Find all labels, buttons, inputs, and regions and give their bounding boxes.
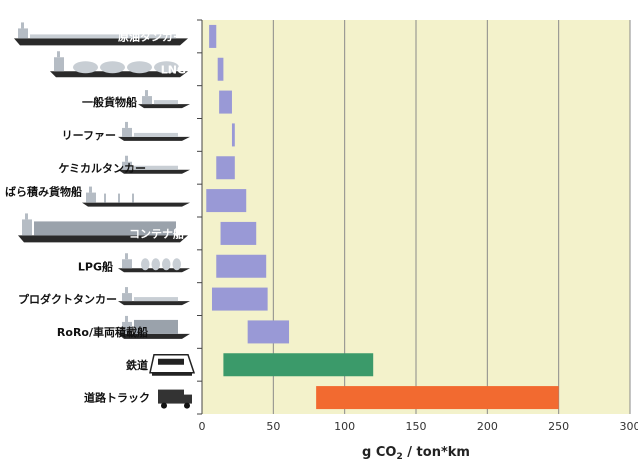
category-label: 原油タンカー [118,29,184,43]
x-tick-label: 250 [548,420,569,433]
x-axis-title-main: g CO [362,445,396,460]
x-tick-label: 150 [406,420,427,433]
x-axis-title-subscript: 2 [396,452,402,462]
bar [219,90,232,114]
crude-tanker-icon [14,22,188,46]
x-tick-label: 100 [334,420,355,433]
lpg-carrier-icon [118,253,190,273]
bar [216,156,235,180]
truck-icon [158,389,192,409]
bar [223,353,374,377]
bar [316,386,559,410]
category-label: リーファー [62,129,116,142]
lng-carrier-icon [50,51,188,78]
grid-lines [197,19,631,415]
bar [231,123,235,147]
category-label: 道路トラック [84,391,150,405]
category-label: 一般貨物船 [82,95,137,109]
x-axis-ticks: 0 50 100 150 200 250 300 [199,420,638,433]
x-tick-label: 300 [620,420,638,433]
x-axis-title-suffix: / ton*km [403,445,470,460]
bar [217,57,224,81]
container-ship-icon [18,213,188,243]
product-tanker-icon [118,287,190,306]
bulk-carrier-icon [82,186,190,207]
category-label: LNG [161,63,186,76]
vessel-icons [14,22,196,409]
category-label: ばら積み貨物船 [5,185,82,199]
x-tick-label: 50 [266,420,280,433]
x-axis-title: g CO2 / ton*km [362,445,470,462]
bar [211,287,268,311]
bar [216,254,267,278]
bars [206,24,559,410]
roro-ship-icon [118,315,190,339]
category-label: ケミカルタンカー [58,162,146,175]
reefer-ship-icon [118,121,190,141]
category-label: LPG船 [78,259,113,273]
x-tick-label: 200 [477,420,498,433]
category-label: コンテナ船 [129,226,184,240]
bar [209,24,217,48]
bar [220,221,257,245]
category-label: RoRo/車両積載船 [57,325,148,339]
x-tick-label: 0 [199,420,206,433]
category-label: プロダクトタンカー [18,292,117,306]
train-icon [149,354,196,376]
category-label: 鉄道 [126,358,148,372]
bar [247,320,290,344]
bar [206,189,247,213]
general-cargo-ship-icon [138,90,190,109]
chemical-tanker-icon [118,155,190,174]
